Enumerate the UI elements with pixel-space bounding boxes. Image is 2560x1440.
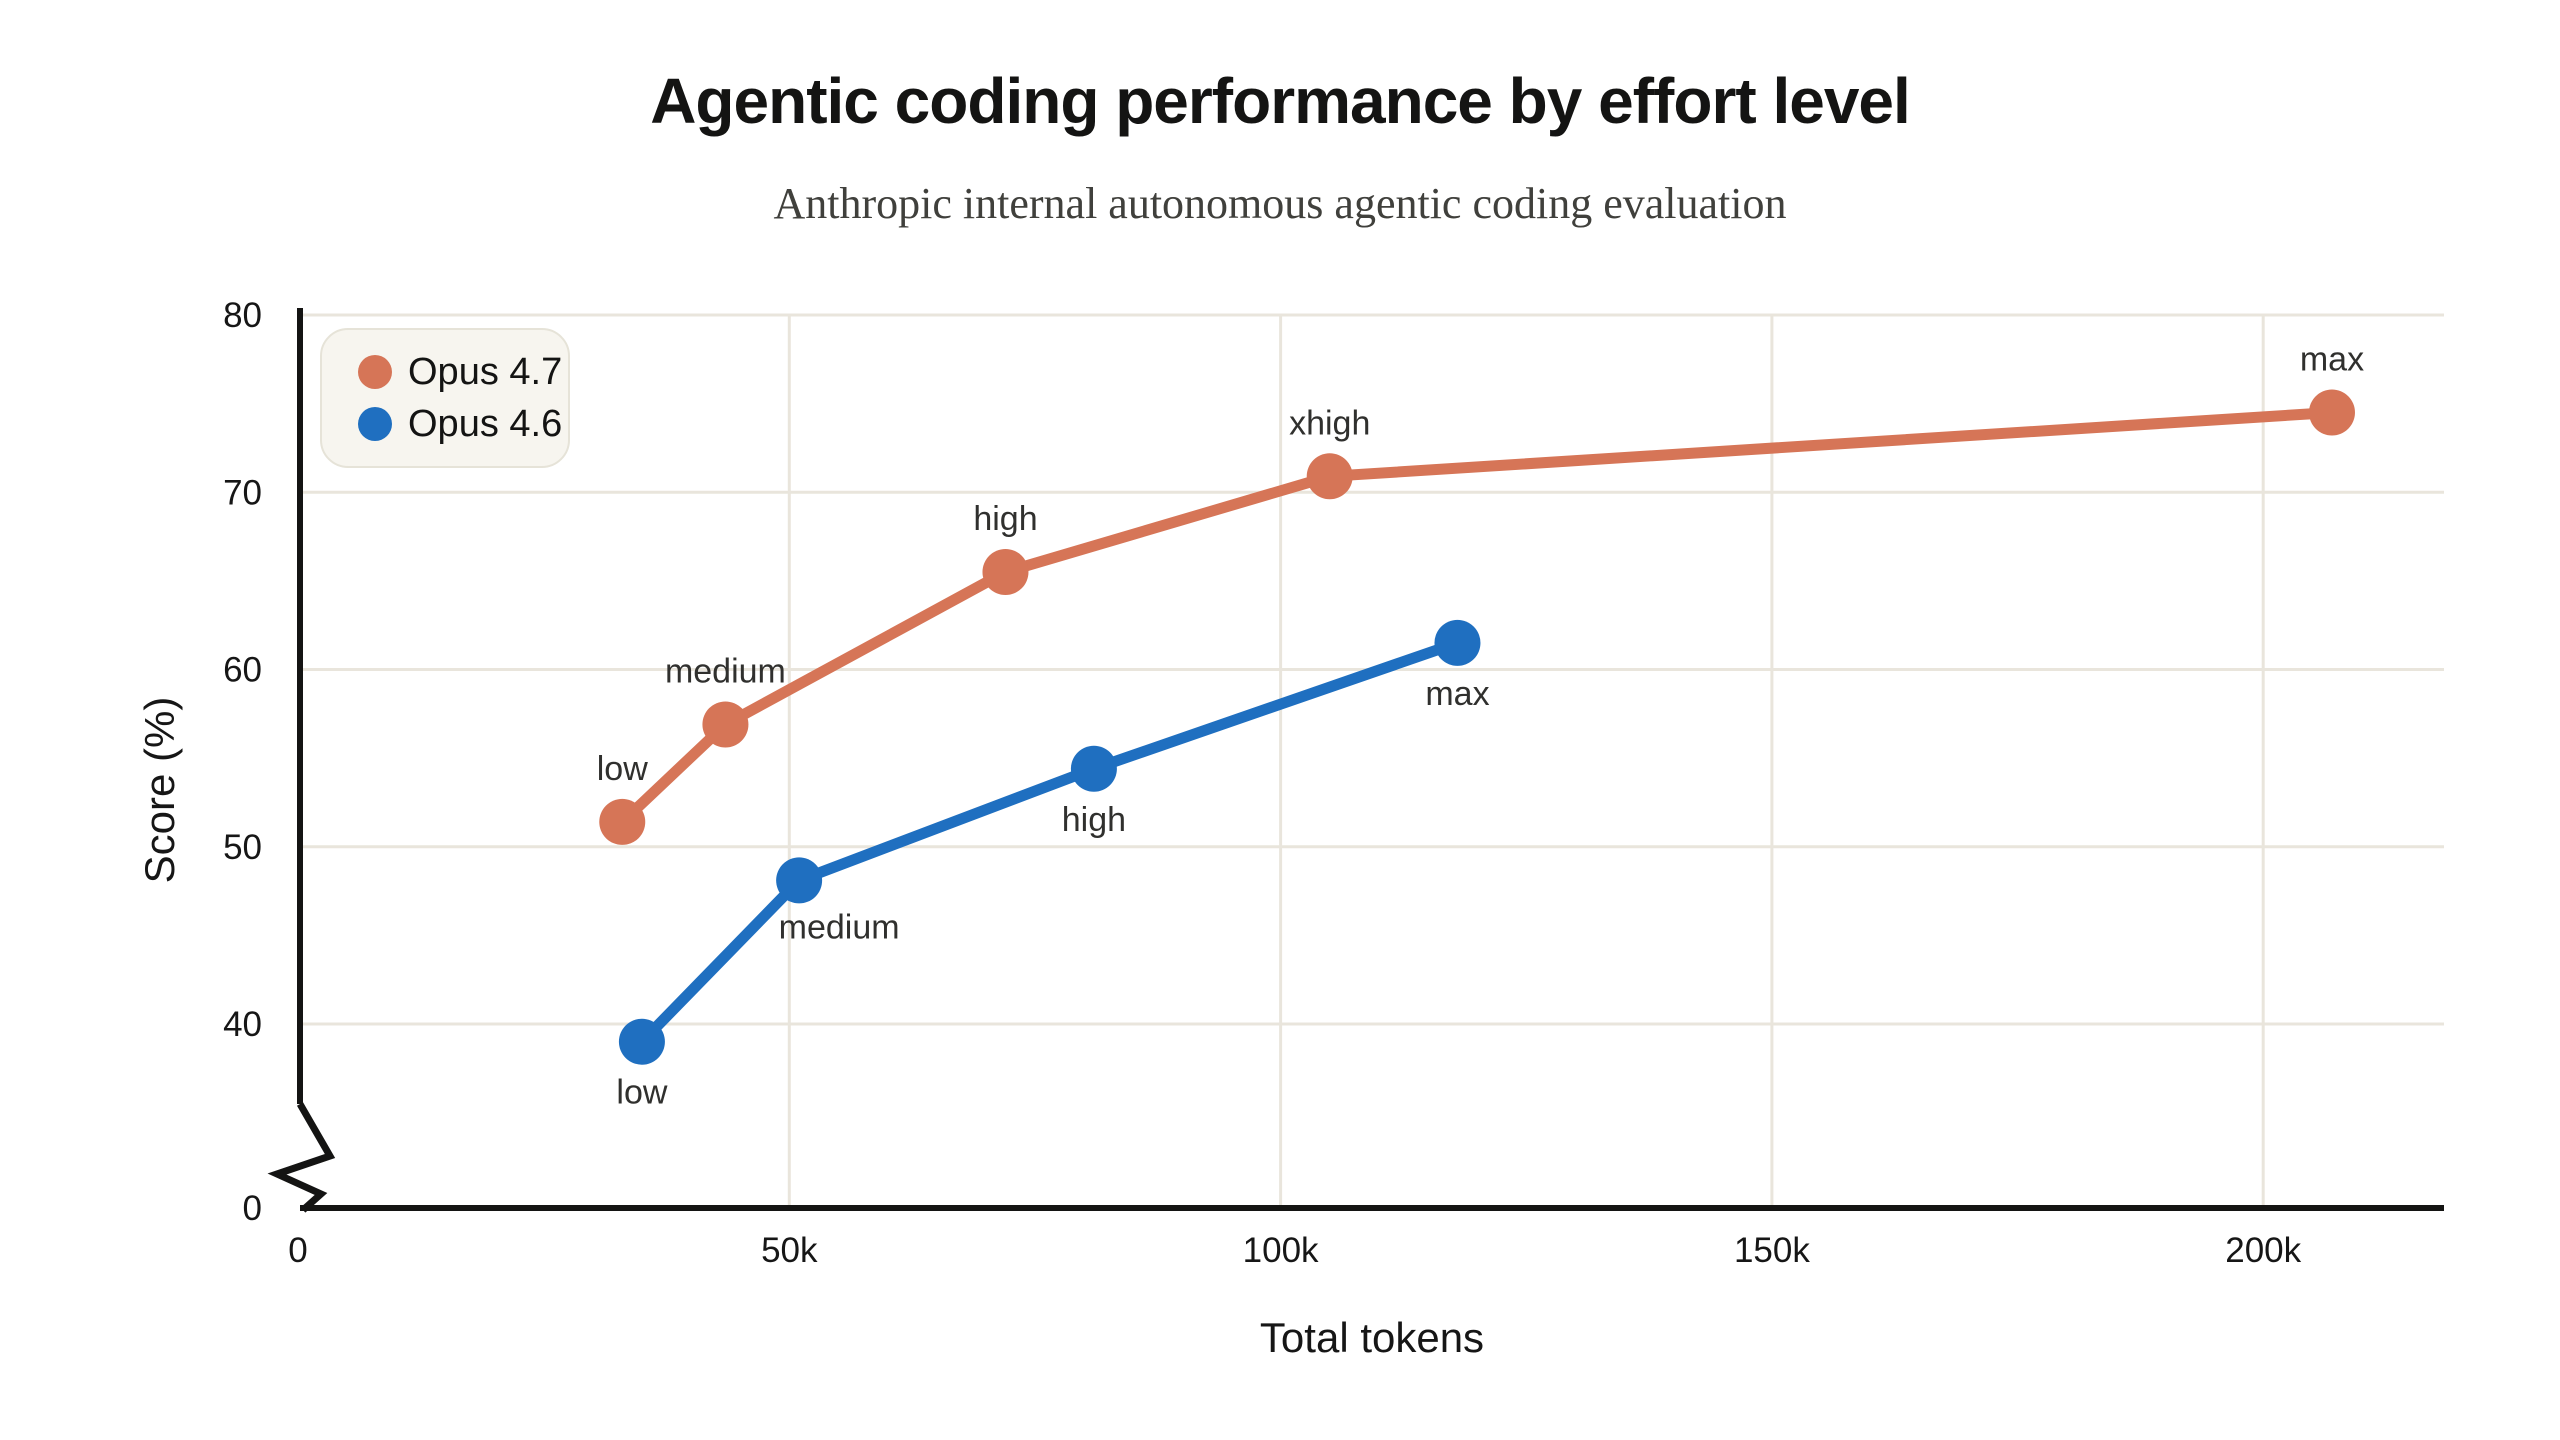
chart-subtitle: Anthropic internal autonomous agentic co…: [773, 179, 1787, 228]
y-tick-label-70: 70: [223, 473, 262, 512]
x-tick-label-100k: 100k: [1243, 1231, 1319, 1270]
data-point-opus-4-6-max: [1434, 619, 1481, 666]
point-label-opus-4-6-high: high: [1062, 801, 1126, 839]
data-point-opus-4-7-low: [599, 798, 646, 845]
legend-label: Opus 4.7: [408, 351, 563, 393]
x-tick-label-150k: 150k: [1734, 1231, 1810, 1270]
x-tick-label-0: 0: [288, 1231, 307, 1270]
y-tick-label-80: 80: [223, 296, 262, 335]
y-axis-break-icon: [267, 1102, 336, 1213]
legend-swatch-opus-4-6-icon: [358, 407, 392, 441]
data-point-opus-4-6-high: [1070, 745, 1117, 792]
data-point-opus-4-7-max: [2308, 389, 2355, 436]
point-label-opus-4-7-low: low: [597, 750, 648, 788]
legend-item-opus-4-7: Opus 4.7: [358, 353, 568, 391]
series-line-opus-4-7: [616, 406, 2338, 828]
x-tick-label-200k: 200k: [2225, 1231, 2301, 1270]
y-tick-label-0: 0: [243, 1189, 262, 1228]
point-label-opus-4-7-max: max: [2300, 340, 2364, 378]
y-tick-label-50: 50: [223, 828, 262, 867]
data-point-opus-4-6-medium: [776, 857, 823, 904]
series-line-opus-4-6: [636, 637, 1463, 1048]
legend-item-opus-4-6: Opus 4.6: [358, 405, 568, 443]
y-tick-label-60: 60: [223, 651, 262, 690]
point-label-opus-4-6-low: low: [616, 1074, 667, 1112]
y-tick-label-40: 40: [223, 1005, 262, 1044]
data-point-opus-4-7-medium: [702, 701, 749, 748]
point-label-opus-4-6-medium: medium: [779, 908, 900, 946]
data-point-opus-4-6-low: [618, 1018, 665, 1065]
legend-swatch-opus-4-7-icon: [358, 355, 392, 389]
point-label-opus-4-6-max: max: [1425, 675, 1489, 713]
legend: Opus 4.7 Opus 4.6: [320, 328, 570, 468]
chart-title: Agentic coding performance by effort lev…: [650, 65, 1911, 137]
y-axis-title: Score (%): [136, 696, 183, 884]
data-point-opus-4-7-high: [982, 549, 1029, 596]
data-point-opus-4-7-xhigh: [1306, 453, 1353, 500]
legend-label: Opus 4.6: [408, 403, 563, 445]
point-label-opus-4-7-xhigh: xhigh: [1289, 404, 1370, 442]
x-axis-title: Total tokens: [1259, 1314, 1485, 1361]
point-label-opus-4-7-high: high: [973, 500, 1037, 538]
point-label-opus-4-7-medium: medium: [665, 652, 786, 690]
x-tick-label-50k: 50k: [761, 1231, 818, 1270]
